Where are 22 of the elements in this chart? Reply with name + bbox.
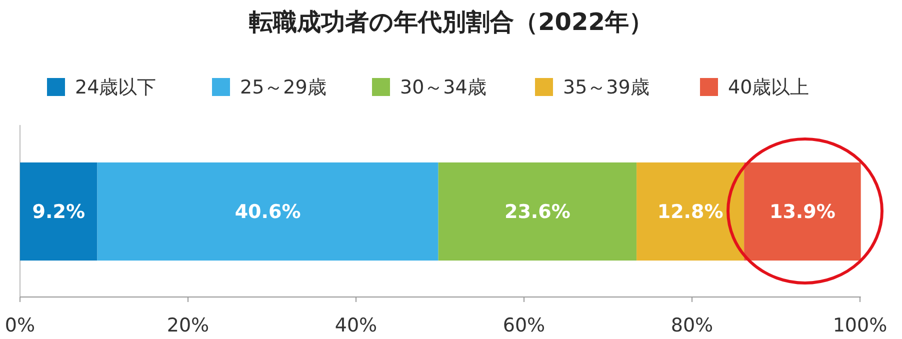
legend-label: 24歳以下 bbox=[75, 76, 156, 99]
data-label: 40.6% bbox=[234, 201, 301, 224]
legend-label: 30～34歳 bbox=[400, 76, 486, 99]
x-tick-label: 40% bbox=[334, 314, 378, 337]
bar bbox=[636, 162, 744, 261]
bar bbox=[438, 162, 637, 261]
x-tick-label: 20% bbox=[166, 314, 210, 337]
data-label: 12.8% bbox=[657, 201, 724, 224]
legend-label: 40歳以上 bbox=[728, 76, 810, 99]
x-tick-label: 80% bbox=[670, 314, 714, 337]
chart-title: 転職成功者の年代別割合（2022年） bbox=[249, 8, 653, 36]
bar bbox=[97, 162, 438, 261]
x-tick-label: 60% bbox=[502, 314, 546, 337]
x-tick-label: 0% bbox=[4, 314, 36, 337]
bar bbox=[20, 162, 98, 261]
data-label: 13.9% bbox=[770, 201, 836, 224]
legend-label: 25～29歳 bbox=[240, 76, 326, 99]
x-tick-label: 100% bbox=[832, 314, 888, 337]
legend-label: 35～39歳 bbox=[563, 76, 650, 99]
data-label: 23.6% bbox=[504, 201, 570, 224]
bar bbox=[744, 162, 861, 261]
data-label: 9.2% bbox=[32, 201, 85, 224]
